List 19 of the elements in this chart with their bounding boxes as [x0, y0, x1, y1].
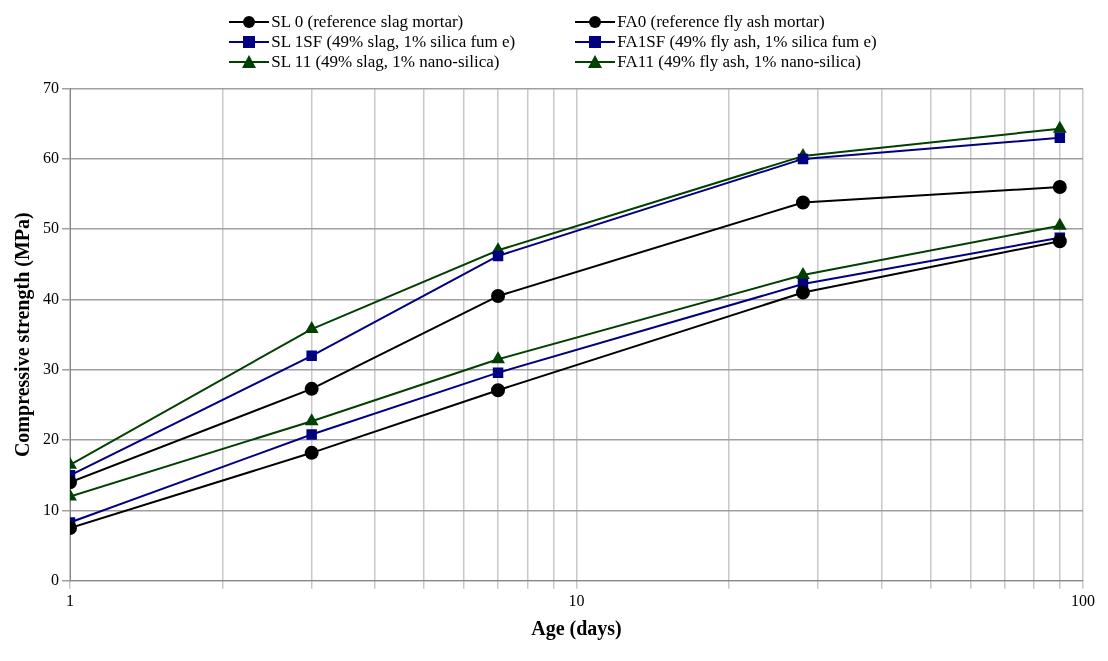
legend-label: SL 11 (49% slag, 1% nano-silica): [271, 52, 500, 72]
legend-label: SL 1SF (49% slag, 1% silica fum e): [271, 32, 516, 52]
x-tick-label: 100: [1071, 591, 1095, 609]
y-tick-label: 20: [43, 430, 59, 448]
y-tick-label: 0: [51, 571, 59, 588]
legend-label: FA1SF (49% fly ash, 1% silica fum e): [617, 32, 877, 52]
x-tick-label: 1: [66, 591, 74, 609]
y-tick-label: 50: [43, 219, 59, 237]
x-axis-title: Age (days): [531, 617, 622, 641]
y-tick-label: 40: [43, 289, 59, 307]
x-tick-label: 10: [568, 591, 585, 609]
y-tick-label: 10: [43, 500, 59, 518]
legend-label: SL 0 (reference slag mortar): [271, 12, 464, 32]
y-tick-label: 60: [43, 149, 59, 167]
legend-label: FA0 (reference fly ash mortar): [617, 12, 825, 32]
y-tick-label: 30: [43, 360, 59, 378]
y-tick-label: 70: [43, 78, 59, 96]
y-axis-title: Compressive strength (MPa): [11, 212, 35, 458]
legend-label: FA11 (49% fly ash, 1% nano-silica): [617, 52, 861, 72]
